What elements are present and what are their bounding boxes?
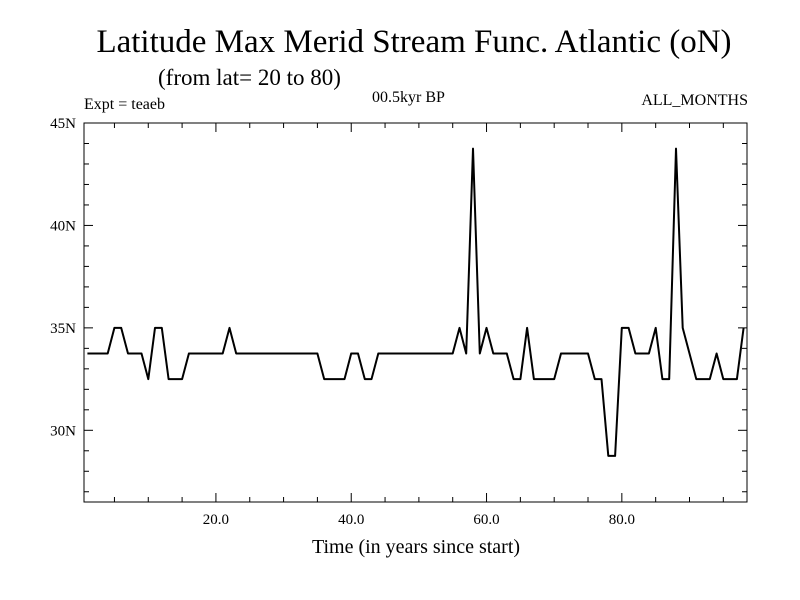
chart-subtitle: (from lat= 20 to 80) xyxy=(158,65,341,90)
chart-title: Latitude Max Merid Stream Func. Atlantic… xyxy=(96,24,732,60)
x-tick-label: 80.0 xyxy=(609,512,635,528)
x-tick-label: 40.0 xyxy=(338,512,364,528)
period-annotation: 00.5kyr BP xyxy=(372,89,445,106)
x-tick-label: 20.0 xyxy=(203,512,229,528)
x-axis-label: Time (in years since start) xyxy=(311,536,521,558)
plot-frame xyxy=(83,122,748,503)
x-tick-label: 60.0 xyxy=(473,512,499,528)
y-tick-label: 35N xyxy=(50,321,76,337)
y-tick-label: 40N xyxy=(50,218,76,234)
months-annotation: ALL_MONTHS xyxy=(641,92,748,109)
series-line xyxy=(87,147,745,457)
experiment-annotation: Expt = teaeb xyxy=(84,96,165,113)
y-tick-label: 30N xyxy=(50,423,76,439)
y-tick-label: 45N xyxy=(50,116,76,132)
